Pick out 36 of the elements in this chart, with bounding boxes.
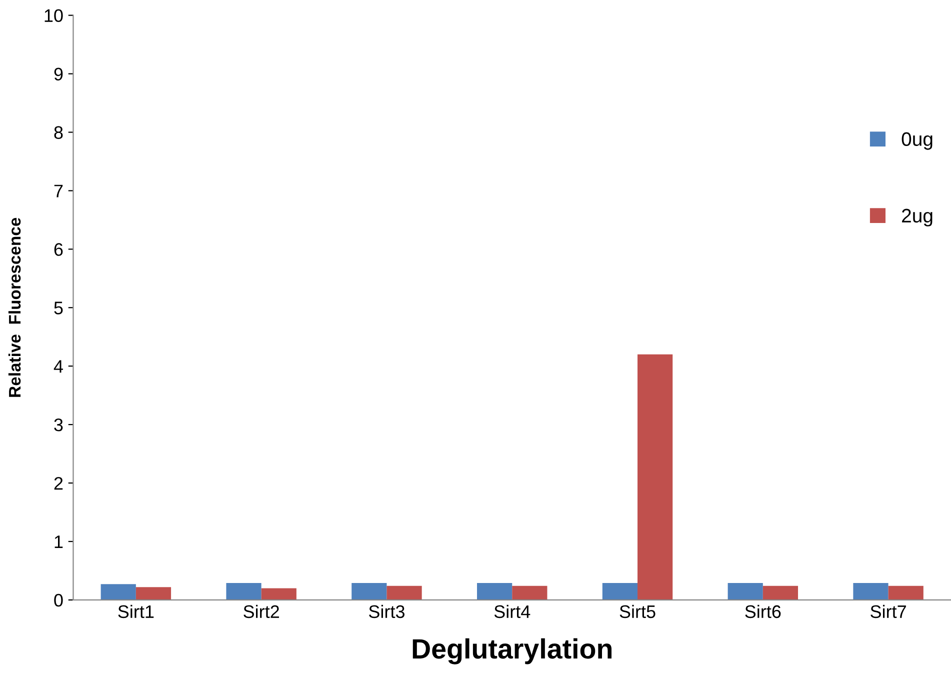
bar: [226, 582, 262, 600]
y-tick-label: 10: [44, 9, 63, 22]
y-tick-label: 8: [54, 126, 63, 139]
bar: [477, 582, 512, 600]
y-tick-label: 2: [54, 476, 63, 490]
legend-label: 2ug: [902, 208, 932, 226]
bar: [261, 588, 296, 600]
y-tick-label: 9: [54, 68, 63, 80]
y-tick-label: 5: [54, 302, 63, 314]
legend-label: 0ug: [902, 132, 932, 150]
y-tick-label: 7: [54, 184, 63, 198]
x-tick-label: Sirt7: [870, 604, 906, 618]
x-tick-label: Sirt3: [368, 604, 404, 618]
bar: [638, 354, 673, 600]
x-tick-label: Sirt6: [745, 604, 781, 618]
y-tick-label: 0: [54, 594, 63, 607]
bar: [762, 586, 798, 600]
bar: [853, 582, 888, 600]
x-tick-label: Sirt2: [244, 604, 279, 618]
x-tick-label: Sirt1: [118, 604, 154, 618]
bar: [100, 584, 136, 600]
bar: [888, 586, 924, 600]
y-tick-label: 6: [54, 243, 63, 256]
y-axis-title: Relative Fluorescence: [8, 218, 21, 397]
y-tick-label: 3: [54, 418, 63, 432]
x-tick-label: Sirt5: [620, 604, 656, 618]
bar: [386, 586, 422, 600]
y-tick-label: 4: [54, 360, 63, 373]
bar: [728, 582, 763, 600]
bar: [602, 582, 638, 600]
bar: [352, 582, 387, 600]
x-tick-label: Sirt4: [494, 604, 530, 618]
bar: [136, 587, 172, 600]
y-tick-label: 1: [54, 536, 63, 548]
x-axis-title: Deglutarylation: [412, 638, 612, 664]
bar: [512, 586, 548, 600]
